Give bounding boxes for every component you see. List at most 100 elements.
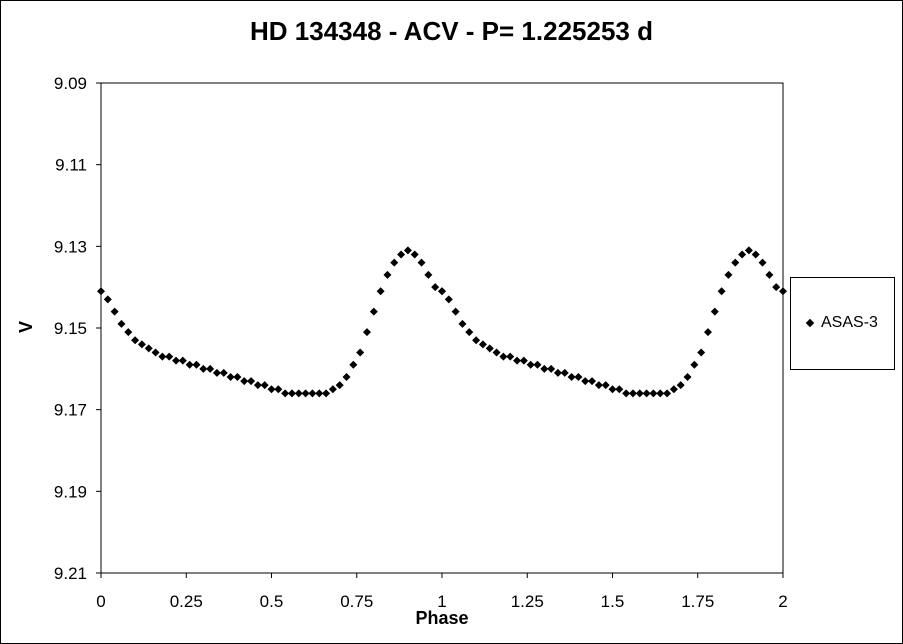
data-point [738,250,747,259]
data-point [758,258,767,267]
data-point [206,364,215,373]
data-point [151,348,160,357]
data-point [553,368,562,377]
data-point [608,385,617,394]
data-point [492,348,501,357]
data-point [342,373,351,381]
x-tick-label: 1.25 [511,592,544,611]
y-tick-label: 9.09 [54,74,87,93]
data-point [656,389,665,398]
data-point [424,270,433,279]
data-point [676,381,685,390]
data-point [178,356,187,365]
data-point [472,336,481,345]
data-point [185,360,194,369]
data-point [226,373,235,381]
data-points [97,246,787,398]
data-point [567,373,576,381]
y-tick-label: 9.13 [54,237,87,256]
data-point [335,381,344,390]
data-point [390,258,399,267]
chart-title: HD 134348 - ACV - P= 1.225253 d [250,16,653,46]
data-point [349,360,358,369]
data-point [485,344,494,353]
y-tick-label: 9.15 [54,319,87,338]
data-point [131,336,140,345]
data-point [322,389,331,398]
data-point [615,385,624,394]
data-point [110,307,119,316]
data-point [315,389,324,398]
data-point [253,381,262,390]
x-tick-label: 1.5 [601,592,625,611]
data-point [103,295,112,304]
plot-area [100,82,784,574]
data-point [540,364,549,373]
data-point [97,287,105,296]
x-axis: 0 0.25 0.5 0.75 1 1.25 1.5 1.75 2 [96,573,788,611]
legend-label: ASAS-3 [821,314,878,331]
x-tick-label: 2 [778,592,787,611]
data-point [744,246,753,255]
data-point [356,348,365,357]
y-tick-label: 9.21 [54,564,87,583]
y-axis-label: V [16,321,36,333]
data-point [513,356,522,365]
data-point [669,385,678,394]
data-point [287,389,296,398]
data-point [751,250,760,259]
data-point [233,373,242,381]
data-point [410,250,419,259]
data-point [581,377,590,386]
y-axis: 9.09 9.11 9.13 9.15 9.17 9.19 9.21 [54,74,101,583]
data-point [574,373,583,381]
data-point [533,360,542,369]
data-point [158,352,167,361]
data-point [519,356,528,365]
data-point [703,328,712,337]
x-tick-label: 1 [437,592,446,611]
data-point [451,307,460,316]
data-point [274,385,283,394]
data-point [247,377,256,386]
data-point [362,328,371,337]
data-point [431,283,440,292]
data-point [403,246,412,255]
y-tick-label: 9.11 [55,156,87,175]
data-point [281,389,290,398]
data-point [772,283,781,292]
data-point [710,307,719,316]
data-point [369,307,378,316]
data-point [499,352,508,361]
x-tick-label: 1.75 [681,592,714,611]
data-point [717,287,726,296]
data-point [117,319,126,328]
data-point [635,389,644,398]
x-tick-label: 0.5 [260,592,284,611]
data-point [144,344,153,353]
data-point [192,360,201,369]
y-tick-label: 9.17 [54,401,87,420]
data-point [724,270,733,279]
data-point [731,258,740,267]
data-point [260,381,269,390]
legend: ASAS-3 [790,277,895,370]
x-tick-label: 0.25 [170,592,203,611]
data-point [397,250,406,259]
data-point [376,287,385,296]
data-point [124,328,133,337]
data-point [601,381,610,390]
data-point [308,389,317,398]
data-point [547,364,556,373]
data-point [690,360,699,369]
data-point [642,389,651,398]
data-point [219,368,228,377]
data-point [137,340,146,349]
data-point [697,348,706,357]
data-point [438,287,446,296]
data-point [649,389,658,398]
data-point [465,328,474,337]
data-point [628,389,637,398]
data-point [765,270,774,279]
